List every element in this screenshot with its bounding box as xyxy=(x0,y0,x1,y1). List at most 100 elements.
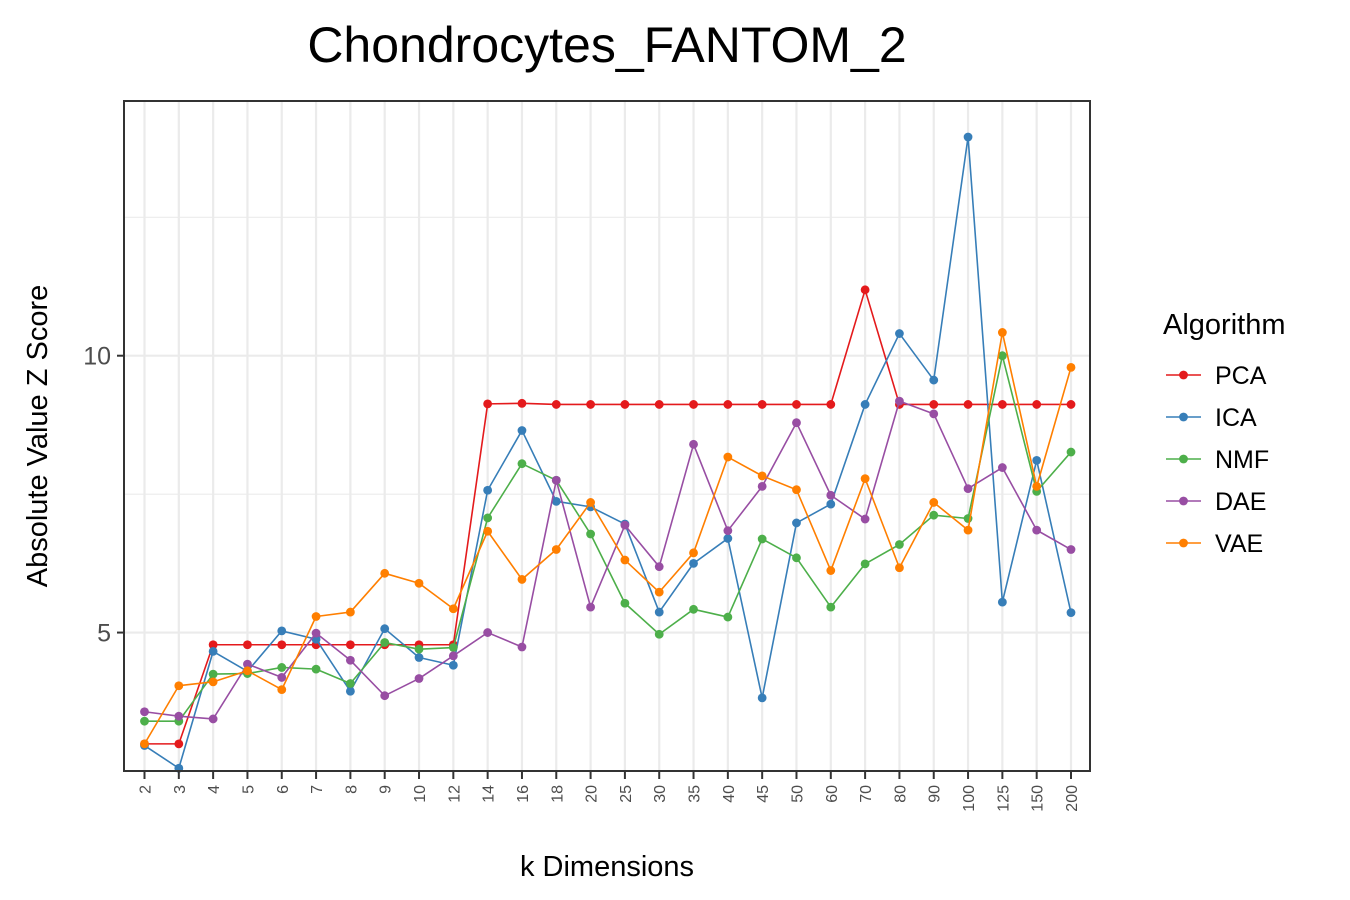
data-point xyxy=(792,485,801,495)
legend-label: ICA xyxy=(1215,404,1257,432)
data-point xyxy=(243,659,252,669)
data-point xyxy=(826,400,836,409)
x-tick-label: 14 xyxy=(481,785,498,803)
data-point xyxy=(654,562,664,572)
data-point xyxy=(483,513,493,523)
series-dae xyxy=(140,396,1076,724)
data-point xyxy=(448,660,458,670)
data-point xyxy=(689,400,698,409)
x-tick-label: 50 xyxy=(789,785,806,803)
data-point xyxy=(792,553,801,563)
data-point xyxy=(963,132,973,142)
data-point xyxy=(517,575,527,584)
data-point xyxy=(586,602,595,612)
data-point xyxy=(929,375,939,385)
data-point xyxy=(654,587,664,597)
data-point xyxy=(929,498,939,507)
data-point xyxy=(551,475,561,485)
data-point xyxy=(586,529,595,539)
data-point xyxy=(208,640,218,650)
data-point xyxy=(997,463,1007,472)
x-axis-title: k Dimensions xyxy=(520,851,694,883)
x-tick-label: 12 xyxy=(446,785,463,803)
x-tick-label: 20 xyxy=(584,785,601,803)
legend-item-pca: PCA xyxy=(1166,362,1267,390)
legend-item-vae: VAE xyxy=(1166,530,1263,558)
data-point xyxy=(1066,447,1076,457)
series-line-nmf xyxy=(144,354,1072,722)
major-gridlines xyxy=(124,101,1090,771)
chart-title: Chondrocytes_FANTOM_2 xyxy=(307,17,906,73)
data-point xyxy=(757,693,767,703)
data-point xyxy=(997,328,1007,337)
y-axis: 5 10 xyxy=(83,343,124,648)
x-tick-label: 18 xyxy=(549,785,566,803)
y-axis-title: Absolute Value Z Score xyxy=(22,285,54,588)
legend-label: PCA xyxy=(1215,362,1267,390)
data-point xyxy=(826,499,836,509)
data-point xyxy=(140,707,149,717)
legend-label: NMF xyxy=(1215,446,1269,474)
legend-title: Algorithm xyxy=(1163,309,1286,341)
data-point xyxy=(997,597,1007,607)
data-point xyxy=(414,578,424,588)
data-point xyxy=(517,426,527,435)
data-point xyxy=(551,496,561,506)
x-tick-label: 70 xyxy=(858,785,875,803)
data-point xyxy=(586,400,595,409)
data-point xyxy=(620,555,630,565)
series-layer xyxy=(140,132,1076,773)
plot-background xyxy=(124,101,1090,771)
data-point xyxy=(792,418,801,428)
data-point xyxy=(243,666,252,676)
data-point xyxy=(895,329,904,338)
data-point xyxy=(345,655,355,665)
data-point xyxy=(311,664,321,674)
y-tick-label: 10 xyxy=(83,343,111,371)
series-line-ica xyxy=(144,136,1072,770)
data-point xyxy=(689,548,698,558)
data-point xyxy=(997,351,1007,361)
data-point xyxy=(689,558,698,568)
legend-key-point xyxy=(1179,538,1188,548)
x-tick-label: 3 xyxy=(172,785,189,794)
legend: Algorithm PCA ICA NMF DAE VAE xyxy=(1163,309,1286,558)
data-point xyxy=(1066,400,1076,409)
legend-key-point xyxy=(1179,370,1188,380)
series-line-dae xyxy=(144,400,1072,720)
data-point xyxy=(208,669,218,679)
legend-item-nmf: NMF xyxy=(1166,446,1269,474)
data-point xyxy=(723,534,733,543)
data-point xyxy=(963,525,973,535)
legend-key-point xyxy=(1179,454,1188,464)
plot-panel-border xyxy=(123,100,1091,772)
x-tick-label: 25 xyxy=(618,785,635,803)
x-axis: 2 3 4 5 6 7 8 9 10 12 14 16 18 20 25 30 35 40 45 50 60 70 80 90… xyxy=(138,771,1081,812)
data-point xyxy=(620,598,630,608)
data-point xyxy=(620,400,630,409)
data-point xyxy=(483,526,493,536)
legend-item-dae: DAE xyxy=(1166,488,1266,516)
data-point xyxy=(1066,362,1076,372)
legend-label: DAE xyxy=(1215,488,1266,516)
series-vae xyxy=(140,328,1076,749)
data-point xyxy=(277,673,287,682)
data-point xyxy=(792,400,801,409)
data-point xyxy=(723,612,733,622)
legend-key-point xyxy=(1179,412,1188,422)
data-point xyxy=(895,563,904,573)
data-point xyxy=(277,685,287,695)
data-point xyxy=(208,714,218,724)
data-point xyxy=(345,607,355,617)
data-point xyxy=(757,400,767,409)
x-tick-label: 100 xyxy=(961,785,978,812)
data-point xyxy=(380,624,390,634)
legend-key-point xyxy=(1179,496,1188,506)
data-point xyxy=(757,471,767,481)
x-tick-label: 8 xyxy=(343,785,360,794)
data-point xyxy=(345,640,355,650)
data-point xyxy=(654,629,664,639)
data-point xyxy=(826,490,836,500)
data-point xyxy=(757,481,767,491)
